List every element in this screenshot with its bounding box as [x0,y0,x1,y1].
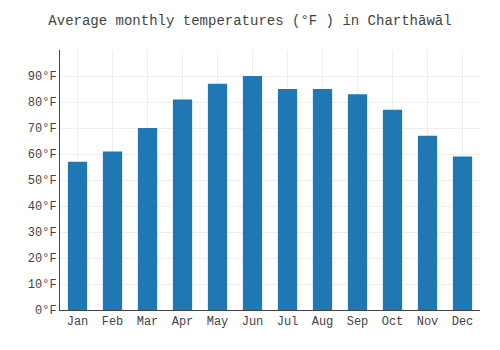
svg-text:0°F: 0°F [35,304,57,318]
svg-text:50°F: 50°F [28,174,57,188]
svg-text:Nov: Nov [417,315,439,329]
svg-text:Sep: Sep [347,315,369,329]
svg-text:Average monthly temperatures (: Average monthly temperatures (°F ) in Ch… [48,13,451,29]
svg-text:70°F: 70°F [28,122,57,136]
svg-text:Dec: Dec [452,315,474,329]
svg-text:Feb: Feb [102,315,124,329]
svg-text:Oct: Oct [382,315,404,329]
svg-text:Aug: Aug [312,315,334,329]
svg-text:Apr: Apr [172,315,194,329]
svg-text:80°F: 80°F [28,96,57,110]
svg-text:May: May [207,315,229,329]
svg-text:10°F: 10°F [28,278,57,292]
svg-text:Jan: Jan [67,315,89,329]
svg-text:90°F: 90°F [28,70,57,84]
svg-text:Mar: Mar [137,315,159,329]
svg-text:40°F: 40°F [28,200,57,214]
svg-text:Jun: Jun [242,315,264,329]
svg-text:Jul: Jul [277,315,299,329]
svg-text:60°F: 60°F [28,148,57,162]
svg-text:20°F: 20°F [28,252,57,266]
svg-text:30°F: 30°F [28,226,57,240]
